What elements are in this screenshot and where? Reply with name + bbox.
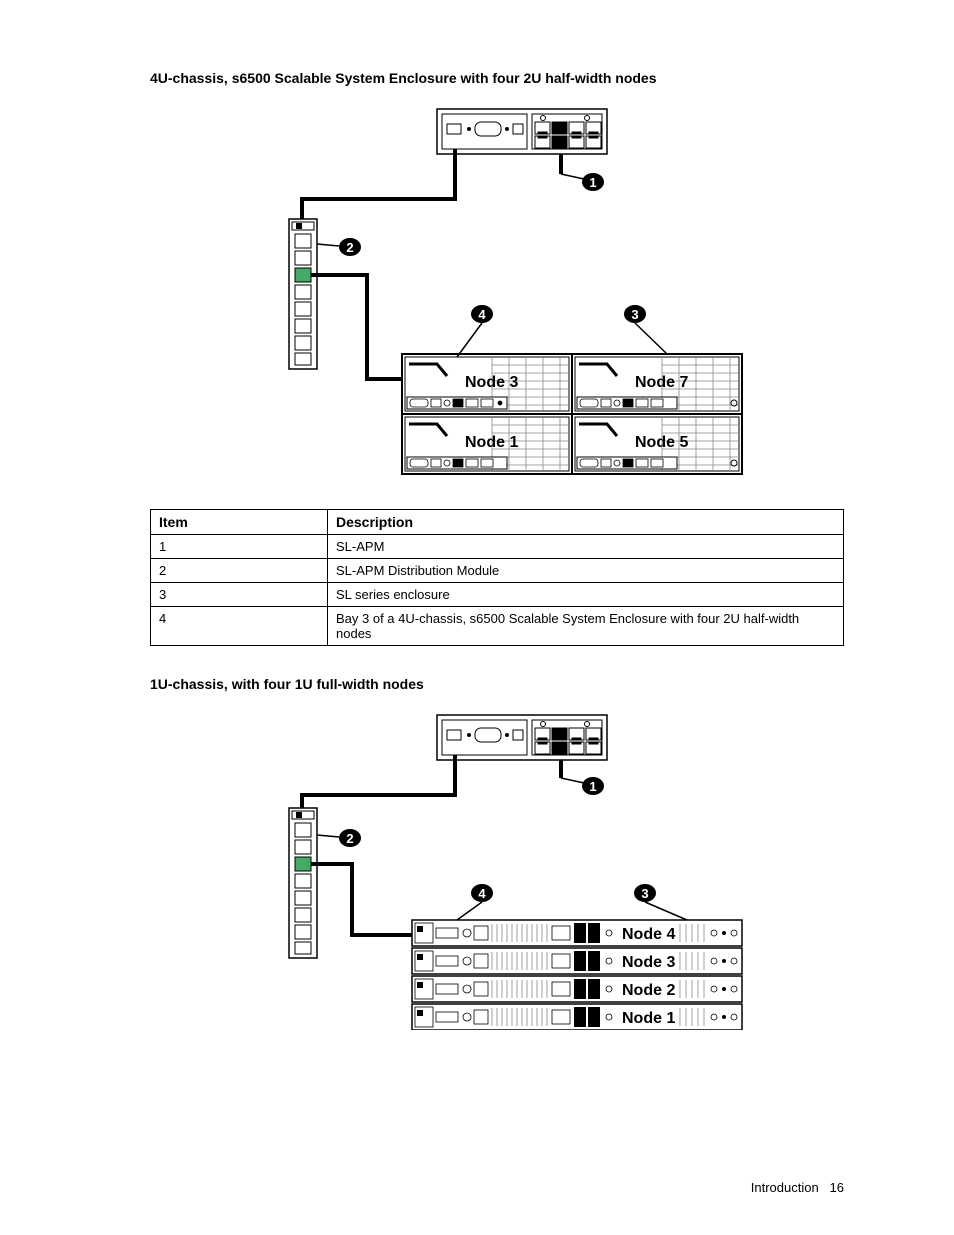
table-row: 2 SL-APM Distribution Module xyxy=(151,559,844,583)
callout-4-d1: 4 xyxy=(457,305,493,357)
callout-2: 2 xyxy=(317,238,361,256)
description-table: Item Description 1 SL-APM 2 SL-APM Distr… xyxy=(150,509,844,646)
callout-2-d2: 2 xyxy=(317,829,361,847)
slapm-unit-2 xyxy=(437,715,607,760)
node-4-label: Node 4 xyxy=(622,926,675,943)
diagram-4u-wrap: 1 xyxy=(150,104,844,484)
table-row: 1 SL-APM xyxy=(151,535,844,559)
node-2-label: Node 2 xyxy=(622,982,675,999)
node-3-label-d2: Node 3 xyxy=(622,954,675,971)
callout-3-d1: 3 xyxy=(624,305,667,354)
svg-text:1: 1 xyxy=(589,175,596,190)
svg-text:2: 2 xyxy=(346,831,353,846)
cell-item: 2 xyxy=(151,559,328,583)
svg-text:3: 3 xyxy=(631,307,638,322)
diagram-4u: 1 xyxy=(247,104,747,484)
page: 4U-chassis, s6500 Scalable System Enclos… xyxy=(0,0,954,1235)
table-row: 3 SL series enclosure xyxy=(151,583,844,607)
enclosure-4u: Node 3 xyxy=(402,354,742,474)
col-description: Description xyxy=(328,510,844,535)
node-5-label: Node 5 xyxy=(635,434,688,451)
dist-module xyxy=(289,219,317,369)
heading-4u: 4U-chassis, s6500 Scalable System Enclos… xyxy=(150,70,844,86)
svg-text:2: 2 xyxy=(346,240,353,255)
cell-desc: Bay 3 of a 4U-chassis, s6500 Scalable Sy… xyxy=(328,607,844,646)
callout-1: 1 xyxy=(561,173,604,191)
slapm-unit xyxy=(437,109,607,154)
cell-desc: SL-APM xyxy=(328,535,844,559)
node-1-label-d2: Node 1 xyxy=(622,1010,675,1027)
table-row: 4 Bay 3 of a 4U-chassis, s6500 Scalable … xyxy=(151,607,844,646)
callout-3-d2: 3 xyxy=(634,884,687,920)
cable-to-enclosure xyxy=(311,275,402,379)
node-1-label: Node 1 xyxy=(465,434,518,451)
dist-module-2 xyxy=(289,808,317,958)
cable-main xyxy=(302,149,455,222)
svg-text:4: 4 xyxy=(478,886,486,901)
heading-1u: 1U-chassis, with four 1U full-width node… xyxy=(150,676,844,692)
node-3-label: Node 3 xyxy=(465,374,518,391)
svg-text:4: 4 xyxy=(478,307,486,322)
footer-page: 16 xyxy=(830,1180,844,1195)
cell-desc: SL-APM Distribution Module xyxy=(328,559,844,583)
footer-section: Introduction xyxy=(751,1180,819,1195)
svg-text:3: 3 xyxy=(641,886,648,901)
callout-4-d2: 4 xyxy=(457,884,493,920)
diagram-1u: 1 xyxy=(247,710,747,1030)
page-footer: Introduction 16 xyxy=(751,1180,844,1195)
cell-item: 1 xyxy=(151,535,328,559)
cell-item: 3 xyxy=(151,583,328,607)
diagram-1u-wrap: 1 xyxy=(150,710,844,1030)
node-7-label: Node 7 xyxy=(635,374,688,391)
cell-desc: SL series enclosure xyxy=(328,583,844,607)
cell-item: 4 xyxy=(151,607,328,646)
node-stack: Node 4 xyxy=(412,920,742,1030)
svg-text:1: 1 xyxy=(589,779,596,794)
callout-1-d2: 1 xyxy=(561,777,604,795)
col-item: Item xyxy=(151,510,328,535)
